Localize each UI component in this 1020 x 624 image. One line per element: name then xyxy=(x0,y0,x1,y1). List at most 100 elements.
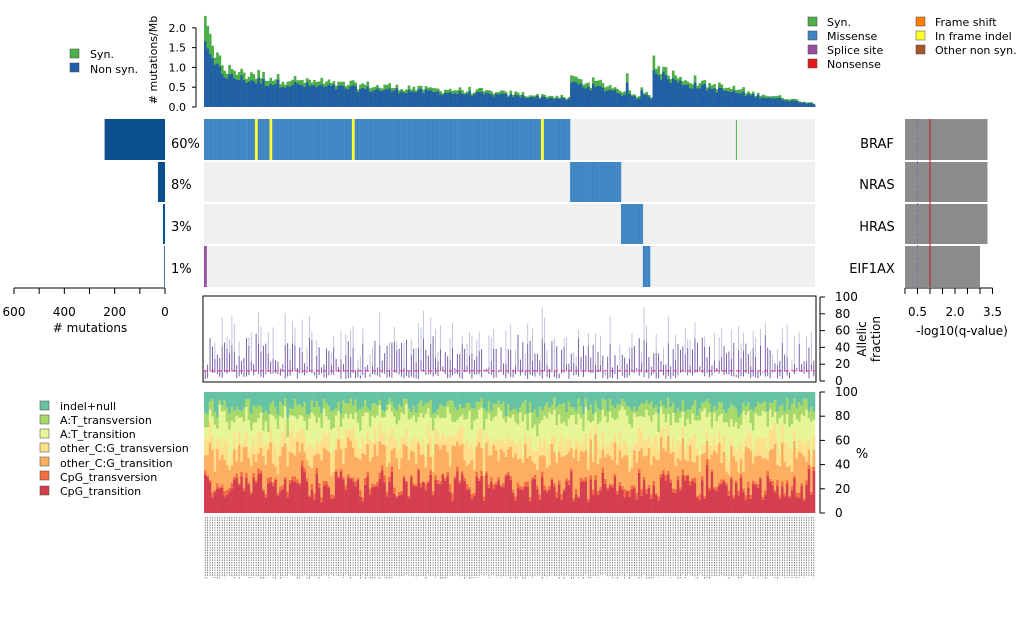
rate-bar-nonsyn xyxy=(453,93,457,107)
spectrum-segment xyxy=(444,477,447,481)
rate-bar-nonsyn xyxy=(393,90,396,107)
oncoprint-cell xyxy=(572,162,576,202)
spectrum-segment xyxy=(516,487,520,513)
spectrum-segment xyxy=(228,392,231,414)
spectrum-segment xyxy=(722,435,726,452)
oncoprint-cell-inframe xyxy=(269,119,273,160)
spectrum-segment xyxy=(516,412,520,425)
spectrum-segment xyxy=(216,428,219,439)
spectrum-segment xyxy=(667,414,670,425)
spectrum-segment xyxy=(623,409,627,439)
spectrum-segment xyxy=(562,490,566,513)
spectrum-segment xyxy=(589,422,593,432)
spectrum-segment xyxy=(288,392,292,408)
spectrum-segment xyxy=(771,403,775,417)
spectrum-segment xyxy=(800,485,804,513)
spectrum-segment xyxy=(541,471,544,477)
spectrum-segment xyxy=(276,454,280,475)
spectrum-segment xyxy=(291,392,294,410)
spectrum-segment xyxy=(208,479,212,482)
spectrum-segment xyxy=(747,448,750,482)
spectrum-segment xyxy=(749,435,753,451)
spectrum-segment xyxy=(378,441,382,473)
spectrum-segment xyxy=(783,441,787,462)
spectrum-segment xyxy=(412,483,416,486)
rate-bar-nonsyn xyxy=(250,80,253,107)
spectrum-segment xyxy=(373,403,377,418)
spectrum-segment xyxy=(444,392,447,407)
spectrum-segment xyxy=(805,480,808,485)
spectrum-segment xyxy=(800,452,804,484)
spectrum-segment xyxy=(254,461,258,481)
rate-bar-nonsyn xyxy=(778,97,782,107)
spectrum-segment xyxy=(623,455,627,489)
rate-bar-nonsyn xyxy=(204,41,207,108)
spectrum-segment xyxy=(356,458,360,479)
spectrum-segment xyxy=(528,392,532,402)
spectrum-segment xyxy=(313,407,316,416)
spectrum-segment xyxy=(446,406,450,437)
gene-count-bar xyxy=(164,246,165,287)
spectrum-segment xyxy=(419,400,423,414)
spectrum-segment xyxy=(676,407,680,424)
spectrum-segment xyxy=(698,471,702,494)
spectrum-segment xyxy=(390,392,394,402)
spectrum-segment xyxy=(543,485,547,491)
spectrum-segment xyxy=(543,415,547,439)
spectrum-segment xyxy=(725,483,728,486)
gene-label-nras: NRAS xyxy=(859,178,894,193)
spectrum-segment xyxy=(395,496,399,498)
spectrum-segment xyxy=(628,392,631,408)
spectrum-segment xyxy=(482,496,486,501)
spectrum-segment xyxy=(742,488,745,492)
spectrum-segment xyxy=(519,412,522,439)
rate-bar-nonsyn xyxy=(596,85,600,107)
spectrum-segment xyxy=(550,477,554,480)
spectrum-segment xyxy=(744,446,748,496)
spectrum-segment xyxy=(686,461,690,475)
spectrum-segment xyxy=(208,422,212,444)
spectrum-segment xyxy=(800,483,804,486)
spectrum-segment xyxy=(393,392,396,408)
spectrum-segment xyxy=(645,409,648,439)
spectrum-segment xyxy=(320,413,324,428)
spectrum-segment xyxy=(351,477,355,482)
spectrum-segment xyxy=(373,486,377,513)
spectrum-segment xyxy=(274,392,277,408)
spectrum-segment xyxy=(364,392,367,401)
spectrum-segment xyxy=(461,414,464,427)
spectrum-segment xyxy=(317,406,321,418)
spectrum-segment xyxy=(776,411,779,424)
spectrum-segment xyxy=(434,392,438,413)
oncoprint-cell xyxy=(439,119,442,160)
spectrum-segment xyxy=(669,479,673,483)
spectrum-segment xyxy=(254,448,258,462)
oncoprint-cell xyxy=(509,119,513,160)
oncoprint-cell xyxy=(623,204,627,244)
spectrum-segment xyxy=(727,426,731,463)
spectrum-segment xyxy=(405,399,408,404)
spectrum-segment xyxy=(264,444,268,465)
spectrum-segment xyxy=(635,410,639,417)
spectrum-segment xyxy=(332,498,336,513)
spectrum-segment xyxy=(654,412,658,435)
spectrum-segment xyxy=(713,435,716,451)
spectrum-segment xyxy=(463,407,467,420)
spectrum-segment xyxy=(650,465,653,494)
rate-bar-nonsyn xyxy=(621,95,624,107)
spectrum-segment xyxy=(240,472,244,477)
spectrum-segment xyxy=(744,415,748,438)
spectrum-segment xyxy=(701,454,704,477)
oncoprint-cell xyxy=(494,119,498,160)
spectrum-segment xyxy=(553,436,556,453)
spectrum-segment xyxy=(332,392,336,411)
spectrum-segment xyxy=(492,489,496,513)
spectrum-segment xyxy=(397,448,401,469)
rate-bar-nonsyn xyxy=(664,75,668,107)
spectrum-segment xyxy=(761,402,765,411)
spectrum-segment xyxy=(633,392,636,407)
spectrum-segment xyxy=(216,438,219,449)
spectrum-segment xyxy=(400,436,404,458)
spectrum-segment xyxy=(606,487,610,490)
spectrum-segment xyxy=(718,482,721,486)
